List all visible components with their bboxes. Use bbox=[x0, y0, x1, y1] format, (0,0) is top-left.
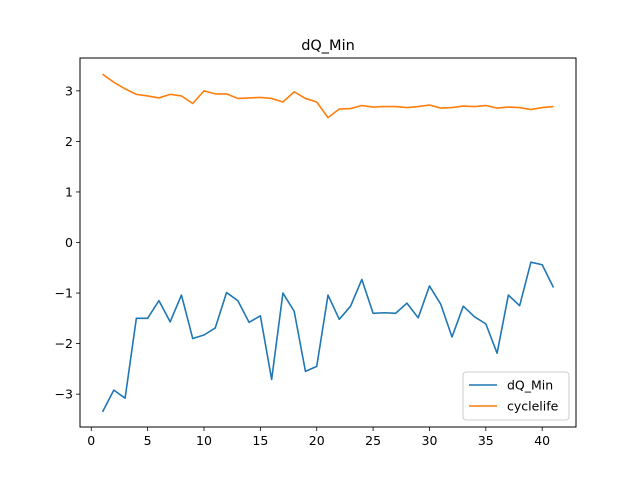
series-line-dq-min bbox=[101, 261, 555, 413]
legend: dQ_Min cyclelife bbox=[462, 371, 570, 421]
x-tick-label: 5 bbox=[144, 433, 152, 448]
legend-label-cyclelife: cyclelife bbox=[507, 399, 559, 414]
x-axis: 0 5 10 15 20 25 30 35 40 bbox=[87, 427, 550, 448]
chart-title: dQ_Min bbox=[301, 38, 355, 54]
legend-box bbox=[462, 371, 570, 421]
y-tick-label: 0 bbox=[65, 235, 73, 250]
y-tick-label: 1 bbox=[65, 184, 73, 199]
y-tick-label: 2 bbox=[65, 134, 73, 149]
x-tick-label: 40 bbox=[534, 433, 550, 448]
x-tick-label: 30 bbox=[422, 433, 438, 448]
y-tick-label: −3 bbox=[55, 387, 73, 402]
x-tick-label: 35 bbox=[478, 433, 494, 448]
x-tick-label: 10 bbox=[196, 433, 212, 448]
series-layer bbox=[101, 73, 555, 413]
y-tick-label: 3 bbox=[65, 83, 73, 98]
y-tick-label: −2 bbox=[55, 336, 73, 351]
series-line-cyclelife bbox=[102, 73, 554, 119]
x-tick-label: 0 bbox=[87, 433, 95, 448]
y-axis: −3 −2 −1 0 1 2 3 bbox=[55, 83, 80, 402]
legend-label-dq-min: dQ_Min bbox=[507, 378, 553, 393]
x-tick-label: 15 bbox=[252, 433, 268, 448]
x-tick-label: 20 bbox=[309, 433, 325, 448]
x-tick-label: 25 bbox=[365, 433, 381, 448]
y-tick-label: −1 bbox=[55, 286, 73, 301]
